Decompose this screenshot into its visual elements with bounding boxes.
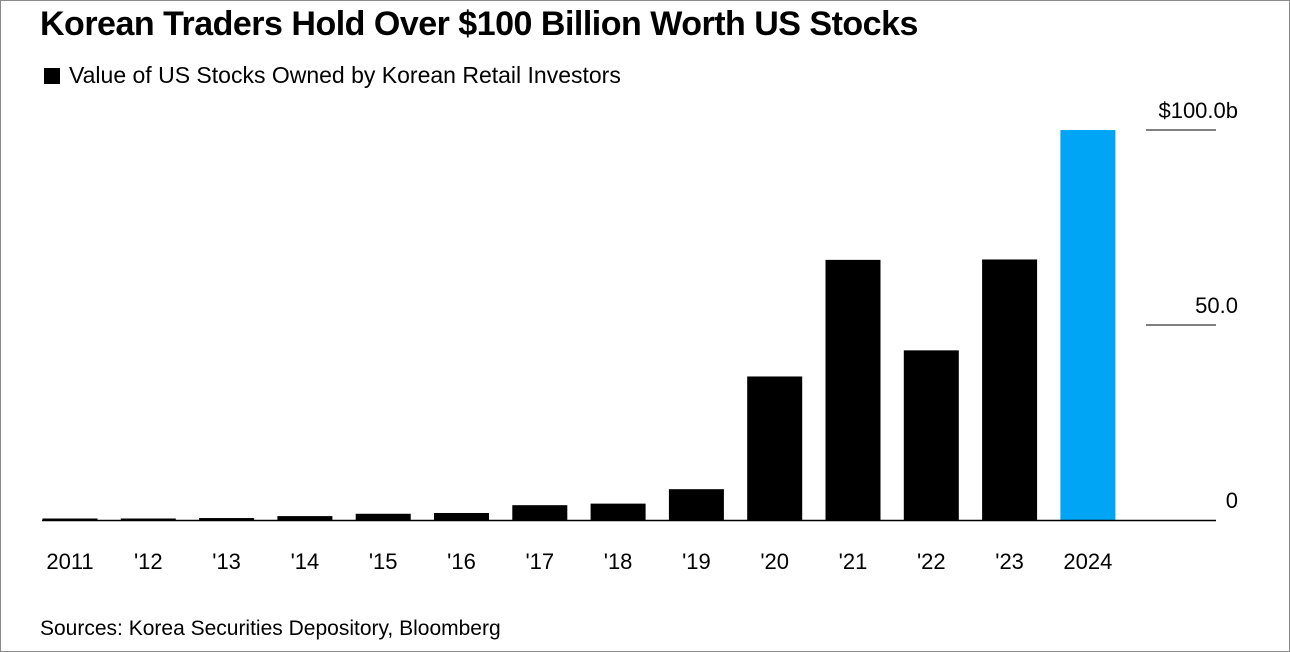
bar [825, 259, 881, 520]
x-tick-label: '16 [447, 549, 476, 574]
y-tick-label: $100.0b [1158, 98, 1238, 123]
chart-title: Korean Traders Hold Over $100 Billion Wo… [40, 5, 918, 43]
x-tick-label: 2011 [46, 549, 93, 574]
x-tick-label: '12 [134, 549, 163, 574]
bar [590, 503, 646, 520]
bar [42, 518, 98, 520]
bar [668, 489, 724, 520]
x-tick-label: '21 [839, 549, 868, 574]
legend-label: Value of US Stocks Owned by Korean Retai… [69, 62, 621, 88]
x-tick-label: '18 [604, 549, 633, 574]
x-tick-label: '15 [369, 549, 398, 574]
bar [512, 505, 568, 520]
bar [355, 513, 411, 520]
legend-swatch [44, 67, 60, 84]
y-tick-label: 50.0 [1195, 293, 1238, 318]
source-note: Sources: Korea Securities Depository, Bl… [40, 617, 501, 640]
bar [434, 512, 489, 520]
x-tick-label: '14 [291, 549, 320, 574]
x-tick-label: '23 [995, 549, 1024, 574]
x-tick-label: '22 [917, 549, 946, 574]
bar [277, 516, 333, 520]
x-tick-label: '17 [525, 549, 554, 574]
bar [120, 518, 176, 520]
bar [199, 518, 255, 520]
x-tick-label: '20 [760, 549, 789, 574]
bar [747, 376, 803, 520]
bar [1060, 130, 1116, 520]
bar [982, 259, 1038, 520]
x-tick-label: 2024 [1063, 549, 1112, 574]
x-tick-label: '13 [212, 549, 241, 574]
legend: Value of US Stocks Owned by Korean Retai… [44, 62, 621, 89]
y-tick-label: 0 [1226, 488, 1238, 513]
x-tick-label: '19 [682, 549, 711, 574]
bar [903, 350, 959, 520]
